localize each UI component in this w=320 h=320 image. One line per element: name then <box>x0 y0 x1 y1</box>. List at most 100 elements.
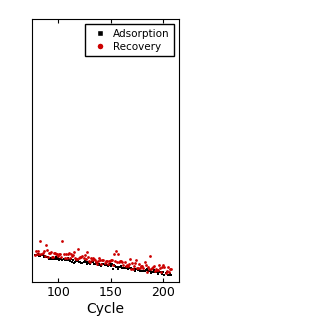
Point <box>97 262 102 267</box>
Point <box>129 261 134 266</box>
Point <box>102 262 107 268</box>
Point <box>127 257 132 262</box>
Point <box>57 252 62 257</box>
Point <box>40 251 45 256</box>
Point <box>42 253 47 259</box>
Point <box>86 258 91 263</box>
Point <box>113 259 118 264</box>
Point <box>144 269 149 274</box>
Point <box>154 267 159 272</box>
Point <box>149 269 155 274</box>
Point <box>101 261 106 266</box>
Point <box>56 254 61 259</box>
Point <box>35 252 40 257</box>
Point <box>139 263 144 268</box>
Point <box>157 269 162 274</box>
Point <box>37 253 42 259</box>
Point <box>81 260 86 265</box>
Point <box>145 268 150 273</box>
Point <box>71 260 76 265</box>
Point <box>146 268 151 274</box>
Point <box>102 260 107 266</box>
Point <box>105 262 110 267</box>
Point <box>159 269 164 275</box>
Point <box>162 265 167 270</box>
Point <box>96 259 101 264</box>
Point <box>43 243 48 248</box>
Point <box>49 256 54 261</box>
Point <box>99 263 104 268</box>
Point <box>108 263 113 268</box>
Point <box>76 259 81 264</box>
Point <box>77 255 82 260</box>
Point <box>68 252 74 257</box>
Point <box>75 258 80 263</box>
Point <box>130 267 135 272</box>
Point <box>84 261 89 267</box>
Point <box>99 261 104 266</box>
Point <box>115 259 120 264</box>
Point <box>73 255 78 260</box>
Point <box>118 264 123 269</box>
Point <box>163 271 168 276</box>
Point <box>168 266 173 271</box>
Point <box>63 252 68 257</box>
Point <box>86 260 91 266</box>
Point <box>107 258 112 263</box>
Point <box>110 266 116 271</box>
Point <box>62 256 67 261</box>
Point <box>41 254 46 260</box>
Point <box>122 266 127 271</box>
Point <box>69 259 75 264</box>
Point <box>165 272 170 277</box>
Point <box>142 268 147 273</box>
Point <box>107 262 112 267</box>
Point <box>69 253 75 258</box>
Point <box>158 269 163 275</box>
Point <box>144 267 149 272</box>
Point <box>52 256 57 261</box>
Point <box>111 263 116 268</box>
Point <box>158 266 163 271</box>
Point <box>96 262 101 267</box>
Point <box>42 253 47 258</box>
Point <box>51 255 56 260</box>
Point <box>48 255 53 260</box>
Point <box>138 265 143 270</box>
Point <box>123 264 128 269</box>
Point <box>88 256 93 261</box>
Point <box>78 259 83 264</box>
Point <box>45 254 50 260</box>
Point <box>120 265 125 270</box>
Point <box>89 260 94 265</box>
Point <box>141 268 146 274</box>
Point <box>162 272 167 277</box>
Point <box>76 246 81 251</box>
Point <box>114 249 119 254</box>
Point <box>62 257 67 262</box>
Point <box>74 258 79 263</box>
Point <box>98 263 103 268</box>
Point <box>70 258 76 263</box>
Point <box>81 256 86 261</box>
Point <box>46 250 52 255</box>
Point <box>73 260 78 265</box>
Point <box>133 267 139 272</box>
Point <box>110 263 116 268</box>
Point <box>51 254 56 260</box>
Point <box>66 257 71 262</box>
Point <box>52 251 58 256</box>
Point <box>48 249 53 254</box>
Point <box>68 257 74 262</box>
Point <box>52 257 58 262</box>
Point <box>136 265 141 270</box>
Legend: Adsorption, Recovery: Adsorption, Recovery <box>85 24 174 56</box>
Point <box>75 257 80 262</box>
Point <box>67 259 72 264</box>
Point <box>152 268 157 274</box>
Point <box>124 265 129 270</box>
Point <box>95 260 100 266</box>
Point <box>138 269 143 274</box>
Point <box>161 262 166 267</box>
Point <box>65 255 70 260</box>
